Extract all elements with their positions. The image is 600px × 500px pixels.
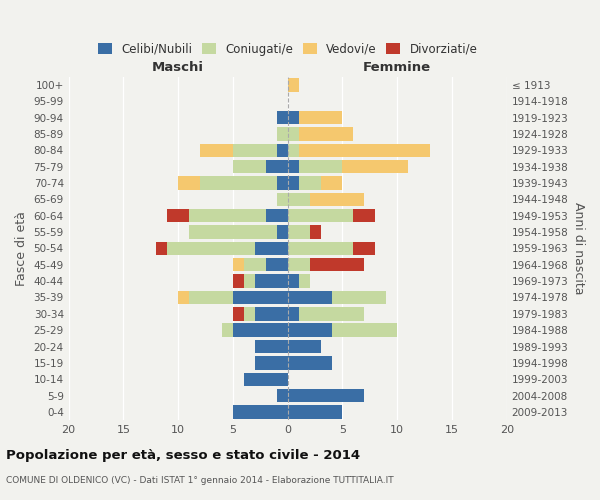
Bar	[189, 291, 233, 304]
Bar	[189, 226, 277, 238]
Bar	[156, 242, 167, 255]
Y-axis label: Fasce di età: Fasce di età	[15, 211, 28, 286]
Bar	[287, 307, 299, 320]
Bar	[331, 291, 386, 304]
Bar	[233, 291, 287, 304]
Bar	[255, 340, 287, 353]
Bar	[255, 274, 287, 288]
Bar	[299, 274, 310, 288]
Bar	[287, 291, 331, 304]
Bar	[287, 176, 299, 190]
Bar	[299, 127, 353, 140]
Bar	[287, 78, 299, 92]
Bar	[255, 307, 287, 320]
Bar	[287, 406, 343, 418]
Bar	[299, 111, 343, 124]
Bar	[167, 242, 255, 255]
Bar	[299, 160, 343, 173]
Bar	[277, 111, 287, 124]
Bar	[287, 258, 310, 272]
Bar	[277, 192, 287, 206]
Bar	[287, 242, 353, 255]
Bar	[277, 389, 287, 402]
Bar	[343, 160, 408, 173]
Bar	[353, 242, 376, 255]
Bar	[266, 160, 287, 173]
Bar	[178, 176, 200, 190]
Bar	[287, 111, 299, 124]
Bar	[287, 127, 299, 140]
Bar	[167, 209, 189, 222]
Bar	[200, 144, 233, 157]
Bar	[233, 307, 244, 320]
Bar	[353, 209, 376, 222]
Bar	[299, 176, 320, 190]
Text: Popolazione per età, sesso e stato civile - 2014: Popolazione per età, sesso e stato civil…	[6, 450, 360, 462]
Bar	[287, 340, 320, 353]
Bar	[233, 274, 244, 288]
Bar	[310, 226, 320, 238]
Bar	[244, 307, 255, 320]
Bar	[287, 274, 299, 288]
Bar	[287, 160, 299, 173]
Legend: Celibi/Nubili, Coniugati/e, Vedovi/e, Divorziati/e: Celibi/Nubili, Coniugati/e, Vedovi/e, Di…	[93, 38, 482, 60]
Bar	[244, 372, 287, 386]
Bar	[233, 160, 266, 173]
Bar	[287, 209, 353, 222]
Bar	[244, 258, 266, 272]
Bar	[299, 144, 430, 157]
Bar	[233, 144, 277, 157]
Bar	[287, 192, 310, 206]
Bar	[255, 356, 287, 370]
Text: Maschi: Maschi	[152, 61, 204, 74]
Bar	[266, 258, 287, 272]
Bar	[331, 324, 397, 337]
Bar	[310, 192, 364, 206]
Bar	[287, 389, 364, 402]
Bar	[233, 324, 287, 337]
Bar	[189, 209, 266, 222]
Bar	[266, 209, 287, 222]
Bar	[222, 324, 233, 337]
Bar	[233, 406, 287, 418]
Bar	[255, 242, 287, 255]
Bar	[277, 127, 287, 140]
Bar	[310, 258, 364, 272]
Bar	[233, 258, 244, 272]
Bar	[287, 226, 310, 238]
Bar	[178, 291, 189, 304]
Bar	[320, 176, 343, 190]
Y-axis label: Anni di nascita: Anni di nascita	[572, 202, 585, 294]
Bar	[244, 274, 255, 288]
Bar	[299, 307, 364, 320]
Bar	[287, 324, 331, 337]
Bar	[200, 176, 277, 190]
Bar	[277, 176, 287, 190]
Bar	[277, 144, 287, 157]
Text: Femmine: Femmine	[363, 61, 431, 74]
Bar	[287, 144, 299, 157]
Bar	[287, 356, 331, 370]
Bar	[277, 226, 287, 238]
Text: COMUNE DI OLDENICO (VC) - Dati ISTAT 1° gennaio 2014 - Elaborazione TUTTITALIA.I: COMUNE DI OLDENICO (VC) - Dati ISTAT 1° …	[6, 476, 394, 485]
